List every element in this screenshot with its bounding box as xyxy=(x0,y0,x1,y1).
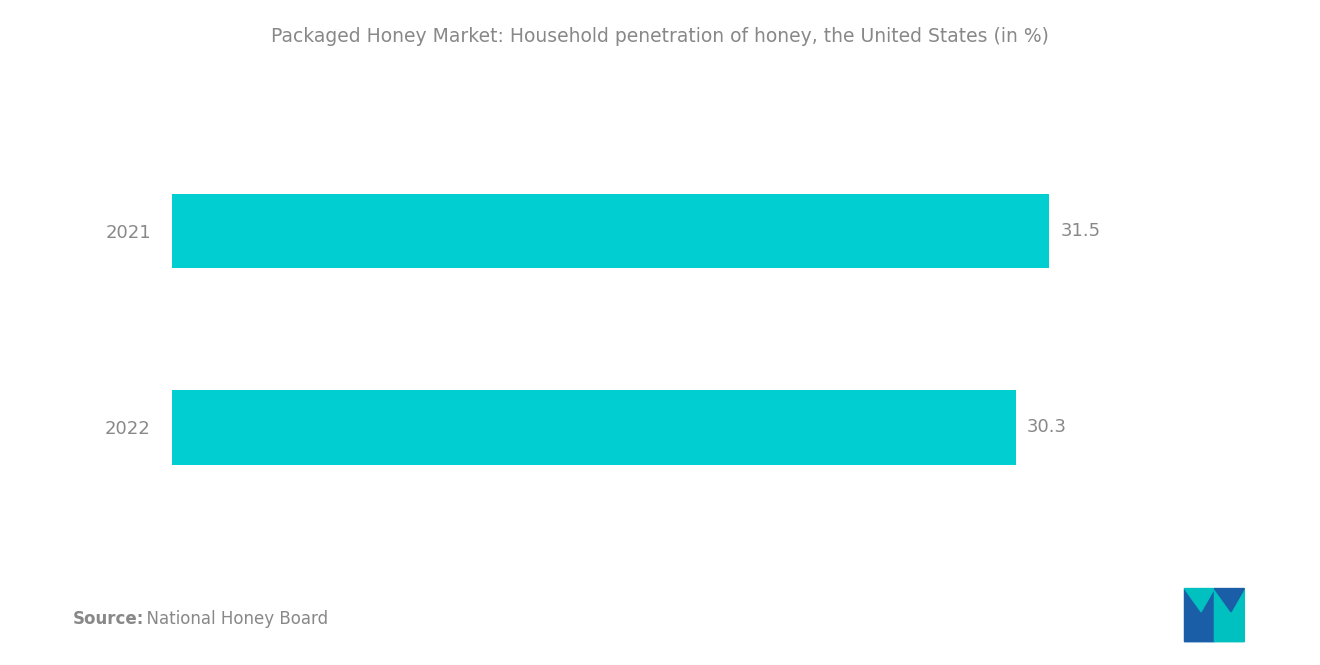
Text: National Honey Board: National Honey Board xyxy=(136,610,329,628)
Polygon shape xyxy=(1214,589,1245,642)
Polygon shape xyxy=(1184,589,1214,612)
Text: 31.5: 31.5 xyxy=(1060,222,1101,240)
Text: Source:: Source: xyxy=(73,610,144,628)
Polygon shape xyxy=(1214,589,1245,612)
Text: Packaged Honey Market: Household penetration of honey, the United States (in %): Packaged Honey Market: Household penetra… xyxy=(271,27,1049,46)
Text: 30.3: 30.3 xyxy=(1027,418,1067,436)
Polygon shape xyxy=(1184,589,1214,642)
Bar xyxy=(172,390,1016,465)
Bar xyxy=(172,194,1049,268)
